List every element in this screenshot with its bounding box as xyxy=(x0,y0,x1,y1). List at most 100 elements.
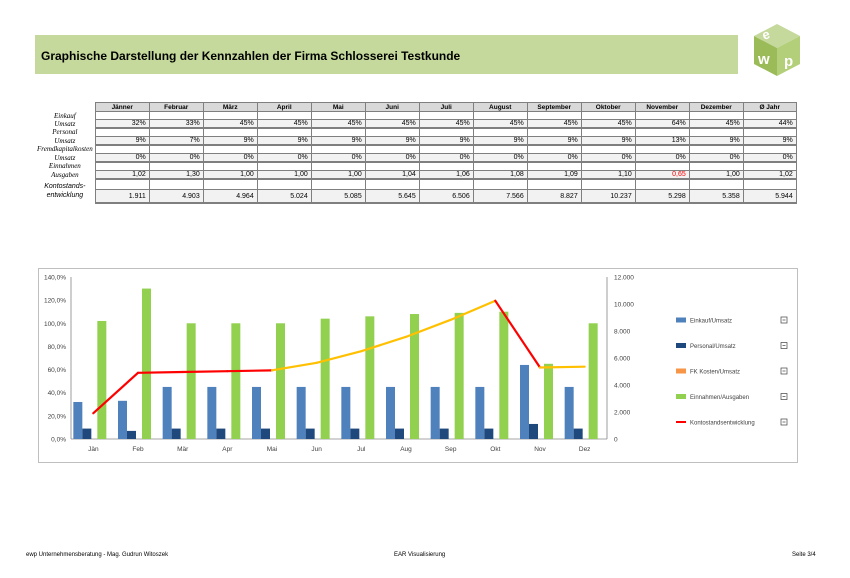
row-label-top: Einnahmen xyxy=(48,162,81,171)
bar xyxy=(82,428,92,439)
line-segment xyxy=(270,361,318,372)
bar xyxy=(207,386,217,439)
table-cell-empty xyxy=(580,178,636,190)
table-cell: 9% xyxy=(418,136,474,146)
bar xyxy=(588,323,598,439)
x-tick-label: Apr xyxy=(222,446,233,453)
bar xyxy=(296,386,306,439)
bar xyxy=(430,386,440,439)
svg-text:w: w xyxy=(757,51,770,68)
table-cell-empty xyxy=(526,111,582,120)
y-left-tick-label: 40,0% xyxy=(48,390,67,397)
table-cell-empty xyxy=(688,161,744,171)
table-cell: 0,65 xyxy=(634,170,690,180)
table-cell: 9% xyxy=(688,136,744,146)
month-header: August xyxy=(472,102,528,112)
table-cell: 9% xyxy=(526,136,582,146)
bar xyxy=(564,386,574,439)
table-cell-empty xyxy=(418,144,474,154)
row-label-bottom: Umsatz xyxy=(54,153,76,162)
table-cell-empty xyxy=(418,178,474,190)
table-row: Ausgaben 1,02 1,30 1,00 1,00 1,00 1,04 1,06 1,08… xyxy=(35,170,797,180)
table-cell-empty xyxy=(634,178,690,190)
table-cell: 9% xyxy=(580,136,636,146)
table-cell-empty xyxy=(310,127,366,137)
bar xyxy=(350,428,360,439)
table-cell: 45% xyxy=(364,119,420,129)
table-cell: 45% xyxy=(202,119,258,129)
table-cell-empty xyxy=(472,127,528,137)
table-corner xyxy=(35,102,96,112)
row-label-top: Einkauf xyxy=(53,111,76,120)
table-cell: 1,02 xyxy=(742,170,797,180)
table-cell: 7% xyxy=(148,136,204,146)
row-label-top: Fremdkapitalkosten xyxy=(37,145,93,154)
table-cell-empty xyxy=(202,144,258,154)
table-cell-empty xyxy=(580,144,636,154)
table-cell-empty xyxy=(418,161,474,171)
table-cell: 0% xyxy=(148,153,204,163)
table-row: Umsatz 0% 0% 0% 0% 0% 0% 0% 0% 0% 0% 0% 0% 0% xyxy=(35,153,797,163)
bar xyxy=(231,323,241,439)
bar xyxy=(97,320,107,439)
table-cell: 45% xyxy=(580,119,636,129)
table-cell: 1,09 xyxy=(526,170,582,180)
table-cell: 4.964 xyxy=(202,189,258,204)
kennzahlen-chart: 0,0% 20,0% 40,0% 60,0% 80,0% 100,0% 120,0% 140,… xyxy=(44,275,788,453)
x-tick-label: Mär xyxy=(177,446,189,453)
table-cell-empty xyxy=(94,111,150,120)
bar xyxy=(529,423,538,439)
table-cell: 1,06 xyxy=(418,170,474,180)
table-cell-empty xyxy=(364,127,420,137)
line-segment xyxy=(404,318,452,338)
table-cell-empty xyxy=(94,144,150,154)
bar xyxy=(171,428,181,439)
table-cell: 6.506 xyxy=(418,189,474,204)
table-cell: 9% xyxy=(472,136,528,146)
table-cell-empty xyxy=(148,111,204,120)
bar xyxy=(118,400,127,439)
legend-label: Personal/Umsatz xyxy=(690,344,736,350)
bar xyxy=(73,401,83,439)
svg-text:e: e xyxy=(760,26,772,43)
bar xyxy=(386,386,395,439)
table-cell: 1,30 xyxy=(148,170,204,180)
line-segment xyxy=(494,299,542,369)
line-segment xyxy=(315,350,363,364)
table-cell: 0% xyxy=(634,153,690,163)
table-cell-empty xyxy=(364,111,420,120)
y-left-tick-label: 60,0% xyxy=(48,367,67,374)
footer-left: ewp Unternehmensberatung - Mag. Gudrun W… xyxy=(26,552,169,558)
table-cell: 45% xyxy=(418,119,474,129)
table-cell: 1,00 xyxy=(310,170,366,180)
row-label-bottom: Umsatz xyxy=(54,136,76,145)
kennzahlen-table: Jänner Februar März April Mai Juni Juli August S… xyxy=(35,102,797,204)
y-left-tick-label: 140,0% xyxy=(44,275,66,282)
month-header: Juni xyxy=(364,102,420,112)
table-cell-empty xyxy=(364,144,420,154)
legend-swatch xyxy=(676,317,686,323)
table-cell-empty xyxy=(94,127,150,137)
month-header: März xyxy=(202,102,258,112)
month-header: September xyxy=(526,102,582,112)
table-cell: 0% xyxy=(364,153,420,163)
month-header: Mai xyxy=(310,102,366,112)
table-cell: 5.024 xyxy=(256,189,312,204)
legend-label: FK Kosten/Umsatz xyxy=(690,369,740,375)
table-cell: 9% xyxy=(310,136,366,146)
table-cell-empty xyxy=(202,178,258,190)
y-right-tick-label: 2.000 xyxy=(614,410,631,417)
y-right-tick-label: 6.000 xyxy=(614,356,631,363)
y-right-tick-label: 12.000 xyxy=(614,275,634,282)
table-cell: 9% xyxy=(742,136,797,146)
table-cell: 64% xyxy=(634,119,690,129)
month-header: Ø Jahr xyxy=(742,102,797,112)
table-cell: 45% xyxy=(256,119,312,129)
table-cell-empty xyxy=(634,111,690,120)
svg-text:p: p xyxy=(784,53,793,70)
table-cell: 0% xyxy=(310,153,366,163)
line-segment xyxy=(92,371,140,415)
table-cell: 9% xyxy=(364,136,420,146)
bar xyxy=(395,428,404,439)
table-cell: 45% xyxy=(310,119,366,129)
